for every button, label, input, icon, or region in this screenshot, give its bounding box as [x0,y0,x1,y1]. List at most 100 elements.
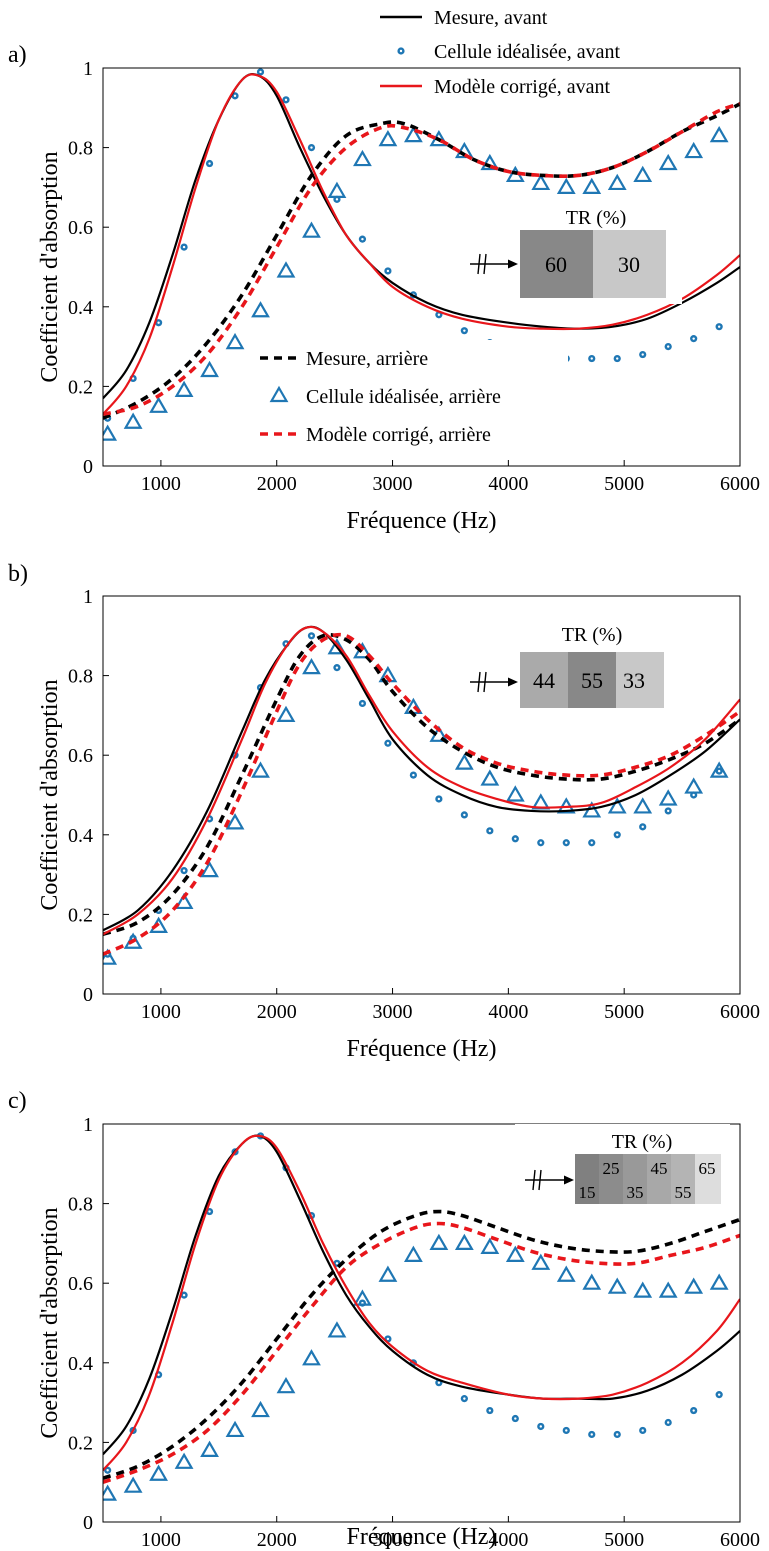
x-tick-label: 4000 [488,473,528,495]
legend-swatch-dot-center [399,49,403,53]
data-point-dot [613,354,621,363]
data-point-triangle [123,412,143,429]
y-tick-label: 0.2 [68,904,93,926]
data-point-triangle [378,1265,398,1282]
data-point-dot [664,807,672,815]
tr-cell-3-label: 33 [623,668,645,693]
data-point-triangle [454,1233,474,1250]
y-tick-label: 0 [83,456,93,478]
data-point-dot [690,1406,698,1415]
data-point-triangle [353,149,372,167]
legend-background [248,340,568,450]
data-point-dot [256,68,265,76]
data-point-triangle [327,1321,347,1338]
data-point-triangle [633,797,653,814]
data-point-dot [715,1391,723,1399]
data-point-triangle [174,380,194,397]
y-tick-label: 1 [83,58,93,80]
data-point-triangle [225,332,245,350]
legend-swatch-triangle-blue [269,385,289,403]
data-point-dot [664,343,672,351]
data-point-dot [460,327,468,335]
x-axis-title: Fréquence (Hz) [347,1036,497,1062]
tr-cell-label-55: 55 [675,1183,692,1202]
data-point-triangle [276,261,296,278]
data-point-dot [486,827,494,835]
y-axis-title: Coefficient d'absorption [37,679,63,910]
series-line [103,102,740,420]
data-point-dot [690,335,698,343]
panel-a: a) 1000 2000 3000 4000 5000 6000 0 0.2 0.4 0.6 0.8… [8,7,760,534]
x-axis-title: Fréquence (Hz) [347,1524,497,1550]
series-modele-corrige-arriere [103,1221,740,1484]
tr-cell-label-35: 35 [627,1183,644,1202]
data-point-triangle [454,141,474,159]
data-point-dot [588,354,596,363]
tr-cell-1 [575,1154,599,1204]
data-point-triangle [556,177,576,194]
data-point-triangle [658,153,678,171]
series-line [103,1134,740,1471]
legend-label: Mesure, avant [434,7,548,29]
axes-frame [102,595,741,995]
y-tick-label: 0.6 [68,1273,93,1295]
data-point-triangle [200,360,219,378]
data-point-triangle [480,769,500,786]
tr-cell-6 [695,1154,721,1204]
data-point-triangle [302,221,321,238]
tr-title: TR (%) [562,624,623,646]
x-axis-title: Fréquence (Hz) [347,508,497,534]
y-tick-label: 0.2 [68,1432,93,1454]
data-point-triangle [302,657,321,675]
data-point-dot [409,771,417,779]
x-tick-label: 6000 [720,1529,760,1551]
data-point-triangle [684,777,704,794]
data-point-triangle [582,177,602,194]
data-point-dot [639,1426,647,1435]
data-point-triangle [480,153,500,171]
data-point-triangle [276,1376,296,1394]
data-point-dot [715,767,723,775]
incidence-arrow-icon [470,671,518,693]
series-line [103,1134,740,1456]
data-point-dot [562,1426,570,1435]
data-point-triangle [709,1273,729,1290]
data-point-triangle [200,860,219,878]
plot-area [103,1132,740,1501]
y-tick-label: 0.4 [68,297,93,319]
tr-cell-1-label: 60 [545,252,567,277]
legend-item-mesure-arriere: Mesure, arrière [260,348,428,370]
data-point-dot [588,839,596,847]
data-point-triangle [103,1484,118,1501]
legend-rear: Mesure, arrière Cellule idéalisée, arriè… [248,340,568,450]
y-tick-label: 0 [83,984,93,1006]
series-cellule-idealisee-arriere [103,1233,729,1501]
y-tick-label: 1 [83,1114,93,1136]
y-tick-label: 0.8 [68,1194,93,1216]
tr-inset: TR (%) 44 55 33 [462,618,682,714]
data-point-dot [537,839,545,847]
data-point-dot [537,1422,545,1431]
data-point-dot [358,235,367,243]
data-point-triangle [505,1245,525,1262]
x-tick-label: 3000 [373,1529,413,1551]
data-point-triangle [403,1245,423,1262]
x-tick-label: 2000 [257,1001,297,1023]
data-point-triangle [149,396,168,413]
legend-label: Modèle corrigé, arrière [306,424,491,446]
data-point-triangle [480,1237,500,1254]
tr-cell-label-15: 15 [579,1183,596,1202]
x-tick-label: 4000 [488,1001,528,1023]
data-point-triangle [251,761,270,778]
legend-item-cellule-avant: Cellule idéalisée, avant [397,41,620,63]
panel-label: b) [8,561,28,587]
data-point-triangle [251,301,270,318]
tr-cell-3 [623,1154,647,1204]
data-point-dot [511,1414,519,1423]
data-point-triangle [149,1464,168,1481]
legend-item-modele-avant: Modèle corrigé, avant [380,76,610,98]
y-tick-label: 0.8 [68,138,93,160]
legend-label: Mesure, arrière [306,348,428,370]
x-tick-label: 4000 [488,1529,528,1551]
